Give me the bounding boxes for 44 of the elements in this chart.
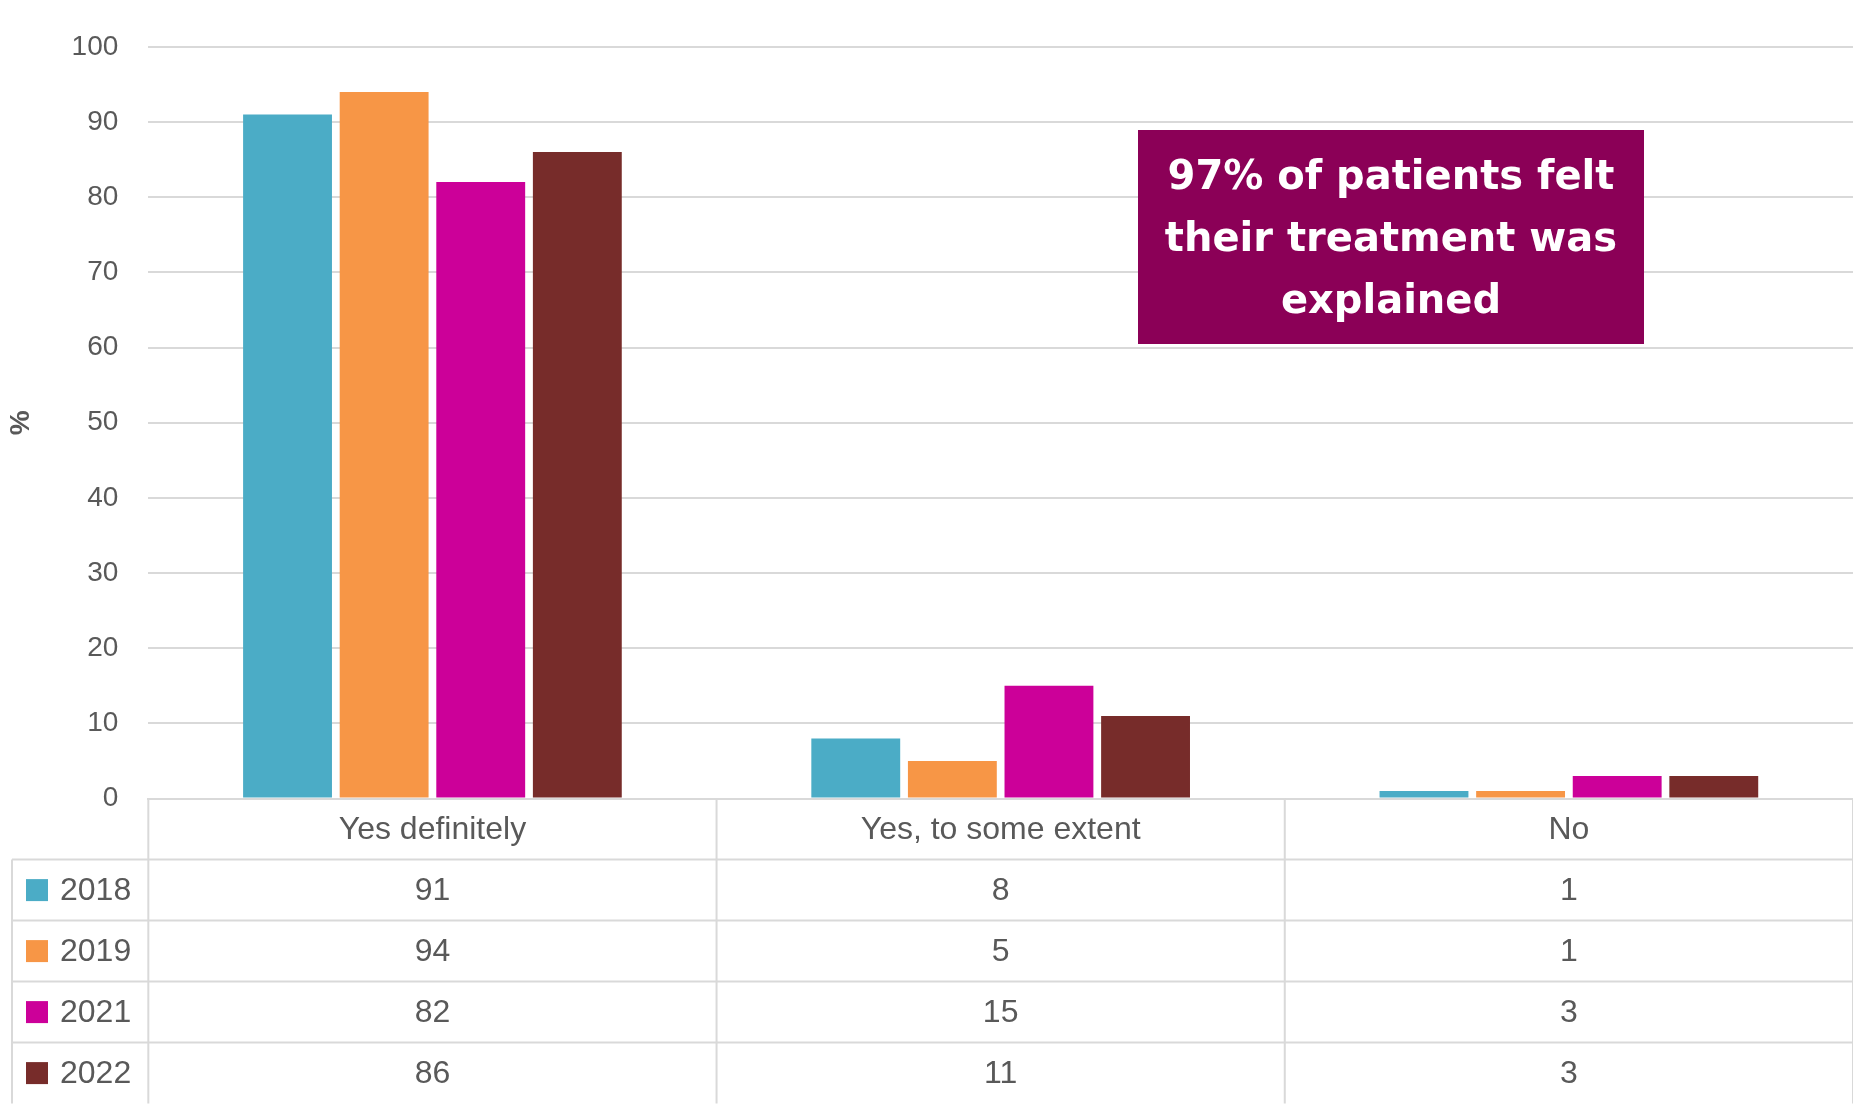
- legend-label: 2021: [60, 992, 132, 1029]
- bar: [1572, 776, 1662, 798]
- legend-label: 2022: [60, 1053, 132, 1090]
- bar: [1379, 791, 1469, 798]
- bar: [1669, 776, 1759, 798]
- data-label: 94: [414, 931, 451, 968]
- y-tick-label: 30: [87, 555, 119, 587]
- x-tick-label: Yes, to some extent: [860, 809, 1141, 846]
- annotation: 97% of patients felt their treatment was explained: [1138, 130, 1644, 344]
- data-label: 3: [1559, 1053, 1578, 1090]
- y-tick-label: 90: [87, 104, 119, 136]
- x-tick-label: Yes definitely: [338, 809, 527, 846]
- bar: [1101, 715, 1190, 798]
- y-tick-label: 80: [87, 179, 119, 211]
- legend-label: 2018: [60, 870, 132, 907]
- bar: [811, 738, 901, 798]
- bar: [532, 152, 622, 798]
- y-tick-label: 0: [102, 781, 119, 813]
- data-label: 1: [1559, 870, 1578, 907]
- bar: [243, 114, 332, 798]
- legend-label: 2019: [60, 931, 132, 968]
- data-label: 15: [982, 992, 1019, 1029]
- y-tick-label: 10: [87, 706, 119, 738]
- data-label: 11: [984, 1053, 1018, 1090]
- bar: [1004, 685, 1094, 798]
- data-label: 1: [1559, 931, 1578, 968]
- data-label: 82: [414, 992, 451, 1029]
- data-label: 3: [1559, 992, 1578, 1029]
- bar: [907, 761, 997, 798]
- bar: [436, 182, 526, 798]
- y-tick-label: 60: [87, 330, 119, 362]
- y-tick-label: 20: [87, 630, 119, 662]
- data-label: 86: [414, 1053, 451, 1090]
- bar: [1476, 791, 1566, 798]
- data-label: 8: [991, 870, 1010, 907]
- y-tick-label: 70: [87, 255, 119, 287]
- bar: [339, 91, 429, 798]
- y-tick-label: 40: [87, 480, 119, 512]
- data-label: 91: [414, 870, 451, 907]
- data-label: 5: [991, 931, 1010, 968]
- y-axis-title: %: [3, 410, 35, 436]
- x-tick-label: No: [1548, 809, 1590, 846]
- y-tick-label: 50: [87, 405, 119, 437]
- y-tick-label: 100: [71, 29, 119, 61]
